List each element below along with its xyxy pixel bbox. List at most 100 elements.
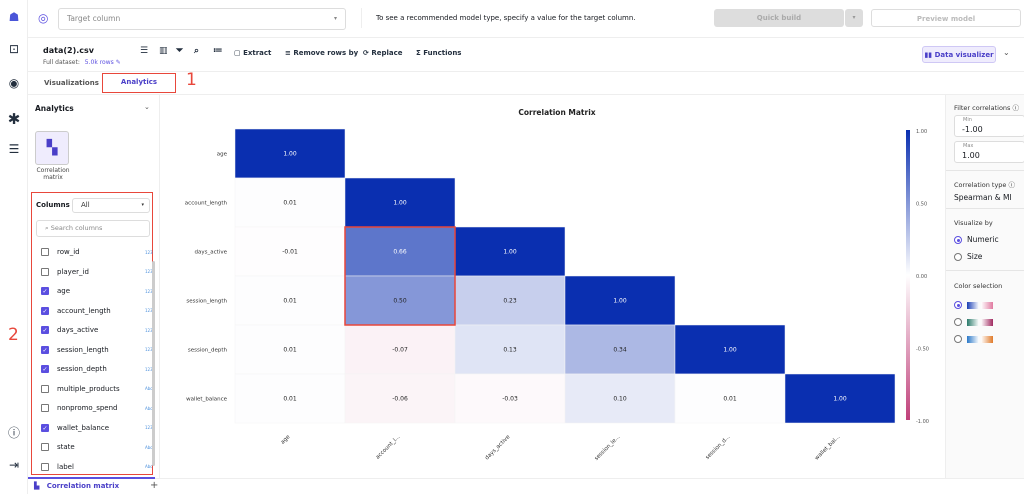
checkbox[interactable] (41, 267, 49, 276)
radio-size[interactable]: Size (954, 252, 982, 261)
cell-value: -0.01 (282, 249, 298, 256)
toolbar: data(2).csv Full dataset: 5.0k rows ✎ ☰ … (28, 38, 1024, 72)
quick-build-dropdown[interactable]: ▾ (845, 9, 863, 27)
dataset-name: data(2).csv (43, 46, 94, 55)
column-name: nonpromo_spend (57, 404, 118, 412)
tab-analytics[interactable]: Analytics (102, 73, 176, 93)
info-icon[interactable]: ⓘ (1008, 181, 1016, 189)
add-tab-icon[interactable]: + (150, 480, 159, 491)
column-name: session_length (57, 345, 109, 354)
target-icon: ◎ (38, 11, 49, 25)
quick-build-button[interactable]: Quick build (714, 9, 844, 27)
colorbar-tick: 1.00 (916, 129, 927, 135)
target-column-select[interactable]: Target column ▾ (58, 8, 346, 30)
column-item[interactable]: ✓ age 123 (41, 284, 153, 298)
column-item[interactable]: ✓ session_length 123 (41, 343, 153, 357)
checkbox[interactable] (41, 462, 49, 471)
column-name: account_length (57, 306, 111, 315)
column-item[interactable]: label Abc (41, 460, 152, 474)
search-icon[interactable]: ⌕ (194, 46, 200, 56)
checkbox[interactable]: ✓ (41, 345, 49, 354)
color-selection-label: Color selection (954, 282, 1003, 290)
cell-value: -0.07 (392, 347, 408, 354)
checkbox[interactable] (41, 443, 49, 451)
heatmap-cell (674, 373, 786, 424)
replace-button[interactable]: ⟳ Replace (363, 49, 403, 57)
cell-value: 0.34 (613, 347, 627, 354)
heatmap-cell (234, 128, 346, 179)
radio-numeric[interactable]: Numeric (954, 235, 999, 244)
model-icon[interactable]: ◉ (8, 76, 20, 90)
preview-model-button[interactable]: Preview model (871, 9, 1021, 27)
column-item[interactable]: state Abc (41, 440, 152, 454)
row-label: session_length (186, 299, 227, 305)
tab-visualizations[interactable]: Visualizations (44, 79, 99, 87)
analytics-panel: Analytics ⌄ ▚ Correlation matrix Columns… (28, 95, 160, 478)
functions-button[interactable]: Σ Functions (416, 49, 462, 57)
type-badge: 123 (145, 366, 153, 372)
correlation-matrix-card[interactable]: ▚ (35, 131, 69, 165)
colorbar-tick: 0.00 (916, 274, 927, 280)
heatmap-cell (234, 275, 346, 326)
column-item[interactable]: ✓ session_depth 123 (41, 362, 153, 376)
checkbox[interactable]: ✓ (41, 423, 49, 432)
canvas-logo-icon[interactable]: ☗ (8, 10, 20, 24)
color-scheme-option[interactable] (954, 301, 993, 309)
info-icon[interactable]: ⓘ (1012, 104, 1020, 112)
chevron-down-icon[interactable]: ⌄ (144, 103, 150, 111)
column-name: session_depth (57, 365, 107, 373)
columns-scrollbar[interactable] (152, 261, 155, 466)
asterisk-icon[interactable]: ✱ (7, 110, 21, 128)
data-visualizer-button[interactable]: ▮▮ Data visualizer (922, 46, 996, 63)
help-icon[interactable]: ⓘ (7, 426, 20, 440)
column-item[interactable]: ✓ account_length 123 (41, 304, 153, 318)
column-item[interactable]: nonpromo_spend Abc (41, 401, 152, 415)
x-tick-label: days_active (484, 434, 512, 462)
heatmap-cell (454, 373, 566, 424)
remove-rows-button[interactable]: ≡ Remove rows by (285, 49, 359, 57)
annotation-1: 1 (186, 70, 197, 90)
checkbox[interactable] (41, 384, 49, 393)
list-view-icon[interactable]: ☰ (140, 46, 149, 56)
color-scheme-option[interactable] (954, 318, 993, 326)
column-view-icon[interactable]: ▥ (159, 46, 168, 56)
cell-value: -0.03 (502, 396, 518, 403)
bottom-tab-correlation-matrix[interactable]: ▙ Correlation matrix (34, 482, 120, 490)
collapse-icon[interactable]: ⌄ (1003, 48, 1010, 57)
sign-out-icon[interactable]: ⇥ (8, 458, 20, 472)
heatmap-cell (674, 324, 786, 375)
extract-button[interactable]: ▢ Extract (234, 49, 272, 57)
filter-icon[interactable]: ⏷ (176, 46, 184, 56)
numbered-list-icon[interactable]: ≔ (213, 46, 223, 56)
chevron-down-icon: ▾ (333, 15, 337, 22)
colorbar-tick: 0.50 (916, 202, 927, 208)
min-field[interactable]: Min -1.00 (954, 115, 1024, 137)
rows-link[interactable]: 5.0k rows (84, 59, 114, 66)
search-columns-input[interactable]: ⌕ Search columns (36, 220, 150, 237)
checkbox[interactable] (41, 248, 49, 256)
checkbox[interactable]: ✓ (41, 287, 49, 295)
column-item[interactable]: ✓ days_active 123 (41, 323, 153, 337)
checkbox[interactable]: ✓ (41, 326, 49, 334)
column-item[interactable]: multiple_products Abc (41, 382, 152, 396)
type-badge: 123 (145, 347, 153, 352)
cell-value: 1.00 (833, 396, 847, 403)
checkbox[interactable] (41, 404, 49, 412)
column-item[interactable]: player_id 123 (41, 265, 153, 279)
columns-filter-select[interactable]: All ▾ (72, 198, 150, 213)
color-scheme-option[interactable] (954, 335, 993, 343)
list-icon[interactable]: ☰ (8, 142, 20, 156)
heatmap-cell (564, 324, 676, 375)
chip-icon[interactable]: ⊡ (8, 42, 20, 56)
column-item[interactable]: row_id 123 (41, 245, 153, 259)
column-item[interactable]: ✓ wallet_balance 123 (41, 421, 153, 435)
max-field[interactable]: Max 1.00 (954, 141, 1024, 163)
checkbox[interactable]: ✓ (41, 365, 49, 373)
x-tick-label: session_d... (705, 434, 732, 461)
checkbox[interactable]: ✓ (41, 306, 49, 315)
column-name: wallet_balance (57, 423, 110, 432)
top-bar: ◎ Target column ▾ To see a recommended m… (28, 0, 1024, 38)
type-badge: 123 (145, 269, 153, 274)
cell-value: 0.01 (723, 396, 737, 403)
edit-icon[interactable]: ✎ (115, 59, 121, 66)
